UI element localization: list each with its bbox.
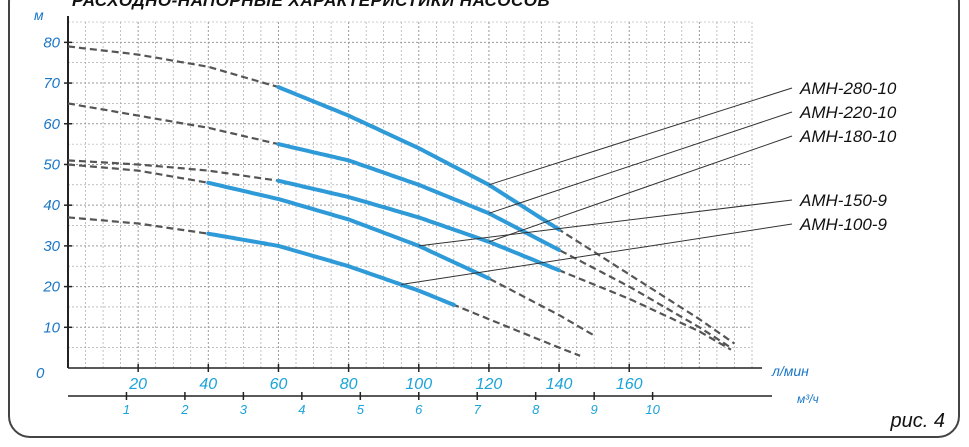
x2-tick-label: 5 [357,402,365,417]
series-5-leader [401,223,793,286]
series-3-operating-range [276,178,562,273]
x2-tick-label: 8 [532,402,540,417]
series-2-leader [488,111,793,214]
series-3-label: АМН-180-10 [799,127,897,146]
y-axis-label: м [34,7,44,23]
y-tick-label: 20 [42,279,60,296]
series-3-leader [488,135,793,243]
x-axis-label: л/мин [771,363,809,379]
x2-tick-label: 10 [645,402,660,417]
x2-tick-label: 3 [240,402,248,417]
series-3-curve [67,159,732,351]
x2-tick-label: 9 [591,402,598,417]
series-1-curve [67,45,736,345]
series-1-leader [488,87,793,186]
series-5-operating-range [206,231,456,307]
x-tick-label: 20 [128,376,147,393]
x-tick-label: 140 [546,376,573,393]
y-tick-label: 70 [43,75,60,92]
x2-axis-label: м³/ч [797,392,819,406]
series-2-operating-range [276,142,562,252]
x-tick-label: 60 [270,376,288,393]
x2-tick-label: 1 [123,402,130,417]
chart-labels: 10 20 30 40 50 60 70 80 м 0 20 40 60 80 100 120 140 160 л/… [34,7,897,417]
x-tick-label: 80 [340,376,358,393]
series-5-curve [67,216,581,357]
x-tick-label: 160 [616,376,643,393]
x2-tick-label: 2 [180,402,189,417]
y-tick-label: 80 [43,34,60,51]
x2-tick-label: 7 [474,402,482,417]
y-tick-label: 40 [43,197,60,214]
y-tick-label: 10 [43,319,60,336]
y-origin-label: 0 [36,365,45,382]
x2-tick-label: 4 [298,402,305,417]
y-tick-label: 60 [43,116,60,133]
series-1-operating-range [276,85,562,232]
x-tick-label: 120 [476,376,503,393]
series-5-label: АМН-100-9 [799,215,887,234]
series-4-operating-range [206,180,491,281]
chart-curves [67,45,793,357]
y-tick-label: 30 [43,238,60,255]
y-tick-label: 50 [43,156,60,173]
series-4-leader [418,199,793,247]
figure-frame [8,0,960,438]
x2-tick-label: 6 [415,402,423,417]
series-2-label: АМН-220-10 [799,103,897,122]
series-4-label: АМН-150-9 [799,191,887,210]
chart-title: РАСХОДНО-НАПОРНЫЕ ХАРАКТЕРИСТИКИ НАСОСОВ [72,0,551,10]
series-1-label: АМН-280-10 [799,79,897,98]
figure-caption: рис. 4 [890,410,945,432]
x-tick-label: 40 [199,376,217,393]
x-tick-label: 100 [405,376,432,393]
chart-axes [64,16,772,400]
series-2-curve [67,102,732,349]
chart-grid [68,21,753,368]
